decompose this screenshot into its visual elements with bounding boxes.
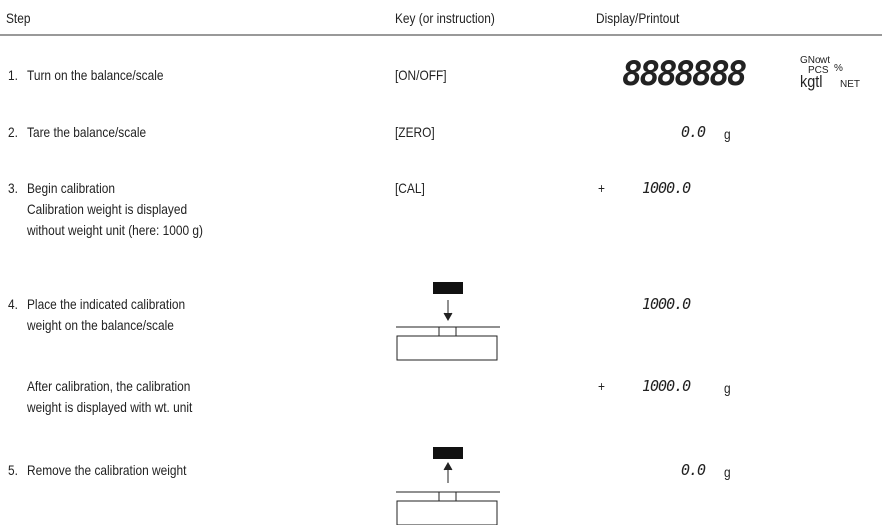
header-key: Key (or instruction)	[395, 8, 495, 29]
display-value: 0.0	[681, 122, 705, 143]
remove-weight-diagram	[396, 447, 500, 525]
place-weight-diagram	[396, 282, 500, 360]
step-number: 3.	[8, 178, 18, 199]
key-text: [CAL]	[395, 178, 425, 199]
key-text: [ON/OFF]	[395, 65, 447, 86]
display-value: 1000.0	[642, 376, 690, 397]
step-text: Begin calibration	[27, 178, 115, 199]
step-text: Turn on the balance/scale	[27, 65, 164, 86]
display-value: 0.0	[681, 460, 705, 481]
step-number: 1.	[8, 65, 18, 86]
display-annunciator: PCS	[808, 65, 829, 76]
step-text: Tare the balance/scale	[27, 122, 146, 143]
step-number: 4.	[8, 294, 18, 315]
step-text: Calibration weight is displayed	[27, 199, 187, 220]
display-digits: 8888888	[622, 57, 744, 91]
display-sign: +	[598, 376, 605, 397]
header-step: Step	[6, 8, 30, 29]
step-number: 5.	[8, 460, 18, 481]
step-number: 2.	[8, 122, 18, 143]
display-unit: g	[724, 462, 731, 483]
display-annunciator: %	[834, 63, 843, 74]
key-text: [ZERO]	[395, 122, 435, 143]
step-text: Place the indicated calibration	[27, 294, 185, 315]
step-text: weight is displayed with wt. unit	[27, 397, 192, 418]
step-text: weight on the balance/scale	[27, 315, 174, 336]
page: Step Key (or instruction) Display/Printout…	[0, 0, 882, 525]
display-sign: +	[598, 178, 605, 199]
display-value: 1000.0	[642, 294, 690, 315]
step-text: without weight unit (here: 1000 g)	[27, 220, 203, 241]
display-annunciator: NET	[840, 79, 860, 90]
display-unit: g	[724, 378, 731, 399]
step-text: Remove the calibration weight	[27, 460, 186, 481]
step-text: After calibration, the calibration	[27, 376, 190, 397]
header-display: Display/Printout	[596, 8, 679, 29]
display-unit: g	[724, 124, 731, 145]
display-value: 1000.0	[642, 178, 690, 199]
